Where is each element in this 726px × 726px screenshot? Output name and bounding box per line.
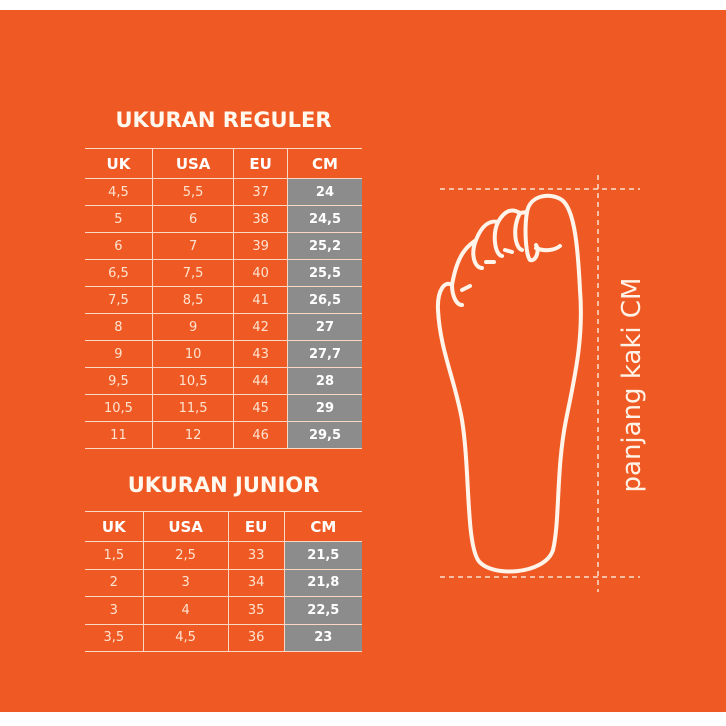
usa-cell: 8,5: [151, 286, 234, 314]
cm-cell: 25,2: [286, 232, 362, 260]
uk-cell: 6,5: [85, 259, 153, 287]
table-row: 1,5 2,5 33 21,5: [85, 541, 362, 570]
column-header: USA: [151, 148, 234, 179]
table-row: 7,5 8,5 41 26,5: [85, 286, 362, 314]
eu-cell: 45: [233, 394, 288, 422]
table-row: 11 12 46 29,5: [85, 421, 362, 449]
cm-cell: 27: [286, 313, 362, 341]
table-row: 9 10 43 27,7: [85, 340, 362, 368]
uk-cell: 4,5: [85, 178, 153, 206]
table-row: 3 4 35 22,5: [85, 596, 362, 625]
usa-cell: 12: [151, 421, 234, 449]
uk-cell: 9: [85, 340, 153, 368]
cm-cell: 21,8: [283, 569, 362, 597]
uk-cell: 5: [85, 205, 153, 233]
eu-cell: 35: [227, 596, 285, 625]
eu-cell: 43: [233, 340, 288, 368]
cm-cell: 29,5: [286, 421, 362, 449]
foot-length-label: panjang kaki CM: [617, 277, 647, 493]
regular-size-table: UK USA EU CM 4,5 5,5 37 24 5 6 38 24,5 6 7 39 25,2 6,5 7…: [85, 148, 362, 449]
table-row: 3,5 4,5 36 23: [85, 624, 362, 652]
eu-cell: 37: [233, 178, 288, 206]
usa-cell: 11,5: [151, 394, 234, 422]
usa-cell: 3: [142, 569, 229, 597]
cm-cell: 22,5: [283, 596, 362, 625]
table-row: 5 6 38 24,5: [85, 205, 362, 233]
column-header: USA: [142, 511, 229, 542]
cm-cell: 26,5: [286, 286, 362, 314]
table-row: 8 9 42 27: [85, 313, 362, 341]
uk-cell: 3,5: [85, 624, 144, 652]
eu-cell: 39: [233, 232, 288, 260]
uk-cell: 2: [85, 569, 144, 597]
eu-cell: 40: [233, 259, 288, 287]
uk-cell: 3: [85, 596, 144, 625]
usa-cell: 4: [142, 596, 229, 625]
measure-lines: [440, 175, 640, 592]
table-header-row: UK USA EU CM: [85, 148, 362, 179]
usa-cell: 10: [151, 340, 234, 368]
uk-cell: 10,5: [85, 394, 153, 422]
cm-cell: 29: [286, 394, 362, 422]
uk-cell: 1,5: [85, 541, 144, 570]
table-row: 6,5 7,5 40 25,5: [85, 259, 362, 287]
cm-cell: 27,7: [286, 340, 362, 368]
usa-cell: 7,5: [151, 259, 234, 287]
eu-cell: 42: [233, 313, 288, 341]
cm-cell: 23: [283, 624, 362, 652]
table-row: 4,5 5,5 37 24: [85, 178, 362, 206]
table-header-row: UK USA EU CM: [85, 511, 362, 542]
uk-cell: 6: [85, 232, 153, 260]
usa-cell: 5,5: [151, 178, 234, 206]
cm-cell: 24: [286, 178, 362, 206]
usa-cell: 2,5: [142, 541, 229, 570]
usa-cell: 9: [151, 313, 234, 341]
junior-title: UKURAN JUNIOR: [127, 473, 320, 497]
eu-cell: 34: [227, 569, 285, 597]
cm-cell: 24,5: [286, 205, 362, 233]
table-row: 10,5 11,5 45 29: [85, 394, 362, 422]
eu-cell: 41: [233, 286, 288, 314]
eu-cell: 36: [227, 624, 285, 652]
uk-cell: 8: [85, 313, 153, 341]
uk-cell: 7,5: [85, 286, 153, 314]
column-header: CM: [286, 148, 362, 179]
eu-cell: 44: [233, 367, 288, 395]
column-header: CM: [283, 511, 362, 542]
cm-cell: 25,5: [286, 259, 362, 287]
usa-cell: 6: [151, 205, 234, 233]
column-header: EU: [227, 511, 285, 542]
usa-cell: 10,5: [151, 367, 234, 395]
cm-cell: 21,5: [283, 541, 362, 570]
eu-cell: 46: [233, 421, 288, 449]
column-header: UK: [85, 148, 153, 179]
column-header: UK: [85, 511, 144, 542]
foot-outline-icon: [435, 193, 583, 574]
uk-cell: 9,5: [85, 367, 153, 395]
table-row: 6 7 39 25,2: [85, 232, 362, 260]
table-row: 9,5 10,5 44 28: [85, 367, 362, 395]
usa-cell: 7: [151, 232, 234, 260]
regular-title: UKURAN REGULER: [115, 108, 332, 132]
table-row: 2 3 34 21,8: [85, 569, 362, 597]
column-header: EU: [233, 148, 288, 179]
usa-cell: 4,5: [142, 624, 229, 652]
cm-cell: 28: [286, 367, 362, 395]
uk-cell: 11: [85, 421, 153, 449]
junior-size-table: UK USA EU CM 1,5 2,5 33 21,5 2 3 34 21,8 3 4 35 22,5 3,…: [85, 511, 362, 652]
eu-cell: 38: [233, 205, 288, 233]
eu-cell: 33: [227, 541, 285, 570]
